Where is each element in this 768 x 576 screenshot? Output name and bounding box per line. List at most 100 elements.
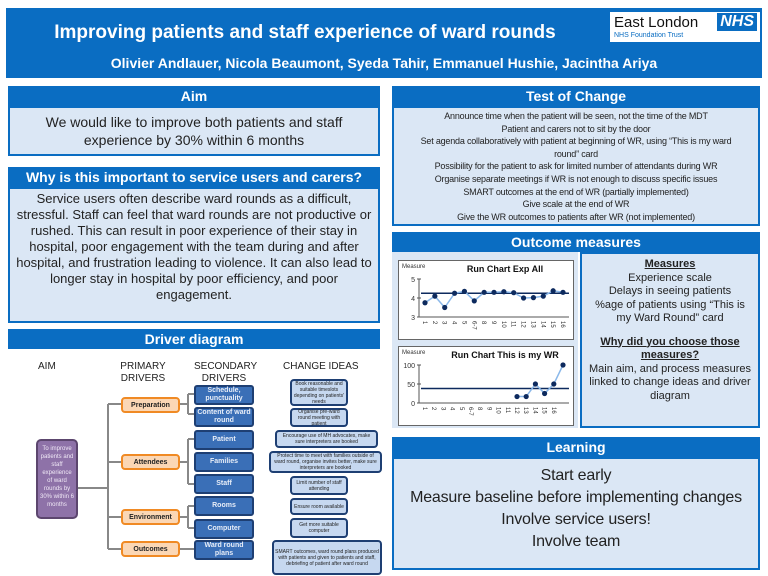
authors: Olivier Andlauer, Nicola Beaumont, Syeda… [110, 55, 658, 71]
y-tick-label: 5 [411, 277, 415, 284]
outcome-heading: Outcome measures [392, 232, 760, 252]
x-tick-label: 3 [441, 321, 447, 325]
logo-nhs: NHS [717, 13, 757, 31]
secondary-driver: Content of ward round [194, 407, 254, 427]
x-tick-label: 6-7 [470, 321, 476, 330]
test-item: Set agenda collaboratively with patient … [420, 136, 732, 147]
change-idea: Ensure room available [290, 498, 348, 515]
y-tick-label: 3 [411, 315, 415, 322]
x-tick-label: 10 [495, 407, 501, 414]
data-point [481, 289, 487, 295]
y-tick-label: 50 [407, 382, 415, 389]
x-tick-label: 5 [458, 407, 464, 411]
test-item: Give scale at the end of WR [522, 199, 630, 210]
measure-item: Delays in seeing patients [608, 285, 732, 297]
col-ideas: CHANGE IDEAS [283, 361, 359, 372]
x-tick-label: 9 [490, 321, 496, 325]
data-point [511, 290, 517, 296]
x-tick-label: 11 [510, 321, 516, 328]
test-heading: Test of Change [392, 86, 760, 106]
learning-item: Involve team [531, 533, 621, 550]
nhs-logo: East London NHS NHS Foundation Trust [610, 12, 760, 42]
secondary-driver: Families [194, 452, 254, 472]
learning-item: Measure baseline before implementing cha… [410, 489, 742, 506]
primary-driver: Attendees [121, 454, 180, 470]
chart-title: Run Chart Exp All [467, 264, 543, 274]
x-tick-label: 13 [522, 407, 528, 414]
x-tick-label: 3 [439, 407, 445, 411]
secondary-driver: Rooms [194, 496, 254, 516]
test-item: Patient and carers not to sit by the doo… [501, 123, 651, 134]
test-item: Give the WR outcomes to patients after W… [457, 211, 695, 222]
col-aim: AIM [38, 361, 56, 372]
learning-list: Start early Measure baseline before impl… [392, 457, 760, 570]
change-idea: SMART outcomes, ward round plans produce… [272, 540, 382, 575]
secondary-driver: Ward round plans [194, 540, 254, 560]
change-idea: Organise pre-ward round meeting with pat… [290, 408, 348, 427]
data-point [542, 390, 548, 397]
learning-item: Involve service users! [501, 511, 651, 528]
change-idea: Book reasonable and suitable timeslots d… [290, 379, 348, 406]
x-tick-label: 8 [480, 321, 486, 325]
data-point [422, 300, 428, 306]
test-item: round” card [554, 148, 598, 159]
driver-diagram: AIM PRIMARY DRIVERS SECONDARY DRIVERS CH… [8, 349, 382, 576]
data-point [491, 289, 497, 295]
logo-org: East London [614, 14, 699, 31]
driver-heading: Driver diagram [8, 329, 380, 349]
test-item: Announce time when the patient will be s… [444, 111, 708, 121]
why-measures-text: Main aim, and process measures linked to… [588, 362, 751, 402]
primary-driver: Preparation [121, 397, 180, 413]
x-tick-label: 4 [449, 407, 455, 411]
col-secondary: SECONDARY DRIVERS [194, 361, 258, 384]
data-point [530, 295, 537, 301]
data-point [560, 289, 566, 295]
x-tick-label: 5 [460, 321, 466, 325]
x-tick-label: 13 [529, 321, 535, 328]
x-tick-label: 1 [421, 407, 427, 411]
change-idea: Encourage use of MH advocates, make sure… [275, 430, 378, 448]
data-point [501, 289, 507, 295]
change-idea: Limit number of staff attending [290, 476, 348, 495]
data-point [442, 304, 448, 311]
x-tick-label: 1 [421, 321, 427, 325]
x-tick-label: 2 [430, 407, 436, 411]
test-item: Organise separate meetings if WR is not … [434, 173, 718, 184]
data-point [551, 381, 557, 387]
secondary-driver: Schedule, punctuality [194, 385, 254, 405]
measure-item: %age of patients using “This is my Ward … [595, 298, 745, 325]
aim-heading: Aim [8, 86, 380, 106]
col-primary: PRIMARY DRIVERS [120, 361, 166, 384]
learning-item: Start early [540, 467, 612, 484]
x-tick-label: 12 [513, 407, 519, 414]
data-point [523, 393, 529, 400]
x-tick-label: 9 [485, 407, 491, 411]
secondary-driver: Staff [194, 474, 254, 494]
y-axis-label: Measure [402, 350, 426, 356]
data-point [471, 298, 477, 304]
aim-box: To improve patients and staff experience… [36, 439, 78, 519]
test-item: Possibility for the patient to ask for l… [434, 161, 718, 172]
y-tick-label: 0 [411, 401, 415, 408]
change-idea: Protect time to meet with families outsi… [269, 451, 382, 473]
why-heading: Why is this important to service users a… [8, 167, 380, 187]
data-point [514, 393, 520, 400]
y-tick-label: 4 [411, 296, 415, 303]
data-point [560, 362, 566, 368]
learning-heading: Learning [392, 437, 760, 457]
x-tick-label: 4 [451, 321, 457, 325]
x-tick-label: 10 [500, 321, 506, 328]
driver-connectors [78, 393, 194, 550]
x-tick-label: 16 [550, 407, 556, 414]
x-tick-label: 14 [539, 321, 545, 328]
x-tick-label: 15 [541, 407, 547, 414]
why-text: Service users often describe ward rounds… [8, 187, 380, 323]
primary-driver: Outcomes [121, 541, 180, 557]
secondary-driver: Computer [194, 519, 254, 539]
primary-driver: Environment [121, 509, 180, 525]
x-tick-label: 16 [559, 321, 565, 328]
poster-title: Improving patients and staff experience … [54, 22, 556, 43]
data-point [532, 381, 538, 387]
charts-panel: Measure Run Chart Exp All 3 4 5 1 2 3 4 5 6-7 8 9 10 1… [392, 252, 578, 428]
